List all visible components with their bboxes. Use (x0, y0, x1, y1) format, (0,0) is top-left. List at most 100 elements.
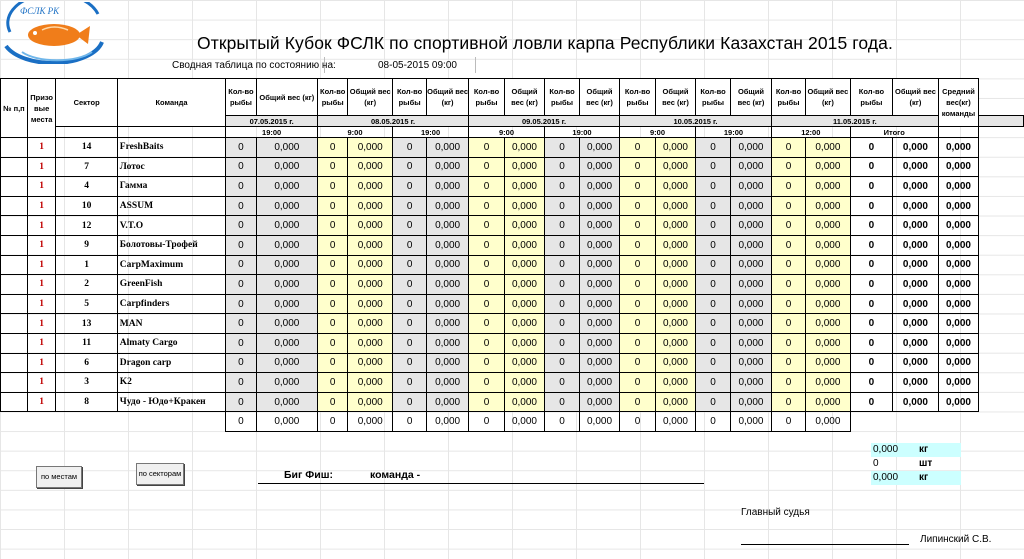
table-row[interactable]: 1 14 FreshBaits 0 0,000 0 0,000 0 0,000 0 0,000 0 0,… (0, 137, 1024, 158)
prize-place: 1 (26, 372, 57, 393)
row-number (0, 293, 28, 315)
table-row[interactable]: 1 1 CarpMaximum 0 0,000 0 0,000 0 0,000 0 0,000 0 0,… (0, 254, 1024, 276)
fish-weight-cell: 0,000 (347, 156, 394, 178)
unit-pieces: шт (919, 458, 933, 469)
fish-count-cell: 0 (392, 156, 428, 178)
average-weight-cell: 0,000 (937, 372, 980, 393)
row-number (0, 137, 28, 158)
fish-weight-cell: 0,000 (426, 137, 470, 158)
prize-place: 1 (26, 176, 57, 197)
sort-by-sectors-button[interactable]: по секторам (136, 463, 184, 485)
fish-weight-cell: 0,000 (579, 391, 621, 413)
status-value-box (324, 57, 476, 73)
table-row[interactable]: 1 3 K2 0 0,000 0 0,000 0 0,000 0 0,000 0 0,000 0 0,000… (0, 372, 1024, 393)
row-number (0, 234, 28, 256)
fish-count-cell: 0 (619, 352, 656, 374)
fish-weight-cell: 0,000 (347, 372, 394, 393)
fish-count-cell: 0 (468, 254, 505, 276)
fish-weight-cell: 0,000 (504, 254, 545, 276)
fish-weight-cell: 0,000 (347, 195, 394, 217)
fish-count-cell: 0 (619, 176, 656, 197)
time-cell: 19:00 (694, 126, 772, 138)
fish-weight-cell: 0,000 (255, 352, 319, 374)
fish-weight-cell: 0,000 (255, 391, 319, 413)
time-blank (116, 126, 227, 138)
team-name: Dragon carp (116, 352, 227, 374)
summary-total-weight: 0,000 (871, 443, 961, 457)
fish-weight-cell: 0,000 (805, 274, 851, 295)
average-weight-cell: 0,000 (937, 293, 980, 315)
fish-count-cell: 0 (225, 332, 257, 354)
sector-number: 12 (55, 215, 118, 236)
fish-weight-cell: 0,000 (805, 254, 851, 276)
time-cell: 19:00 (225, 126, 318, 138)
fish-weight-cell: 0,000 (655, 176, 696, 197)
total-weight-cell: 0,000 (892, 332, 939, 354)
fish-count-cell: 0 (225, 137, 257, 158)
fish-weight-cell: 0,000 (730, 254, 772, 276)
fish-count-cell: 0 (468, 372, 505, 393)
total-weight-cell: 0,000 (892, 176, 939, 197)
fish-count-cell: 0 (392, 372, 428, 393)
prize-place: 1 (26, 215, 57, 236)
fish-weight-cell: 0,000 (579, 274, 621, 295)
table-row[interactable]: 1 4 Гамма 0 0,000 0 0,000 0 0,000 0 0,000 0 0,000 0 0,… (0, 176, 1024, 197)
table-row[interactable]: 1 6 Dragon carp 0 0,000 0 0,000 0 0,000 0 0,000 0 0,… (0, 352, 1024, 374)
row-number (0, 391, 28, 413)
status-datetime: 08-05-2015 09:00 (378, 60, 457, 71)
big-fish-underline (258, 483, 704, 484)
fish-weight-cell: 0,000 (347, 274, 394, 295)
table-row[interactable]: 1 11 Almaty Cargo 0 0,000 0 0,000 0 0,000 0 0,000 0… (0, 332, 1024, 354)
fish-count-cell: 0 (694, 352, 732, 374)
fish-weight-cell: 0,000 (730, 215, 772, 236)
fish-weight-cell: 0,000 (579, 332, 621, 354)
fish-count-cell: 0 (543, 313, 581, 334)
totals-weight-cell: 0,000 (730, 411, 772, 432)
fish-count-cell: 0 (468, 195, 505, 217)
fish-weight-cell: 0,000 (347, 391, 394, 413)
fish-count-cell: 0 (543, 137, 581, 158)
fish-weight-cell: 0,000 (579, 352, 621, 374)
totals-blank (1, 412, 226, 432)
fish-count-cell: 0 (694, 293, 732, 315)
fish-count-cell: 0 (619, 293, 656, 315)
fish-weight-cell: 0,000 (805, 234, 851, 256)
fish-count-cell: 0 (543, 254, 581, 276)
prize-place: 1 (26, 352, 57, 374)
fish-weight-cell: 0,000 (426, 234, 470, 256)
fish-count-cell: 0 (468, 156, 505, 178)
table-row[interactable]: 1 5 Carpfinders 0 0,000 0 0,000 0 0,000 0 0,000 0 0,… (0, 293, 1024, 315)
fish-count-cell: 0 (619, 391, 656, 413)
fish-count-cell: 0 (770, 254, 807, 276)
average-weight-cell: 0,000 (937, 156, 980, 178)
header-weight: Общий вес (кг) (255, 78, 319, 116)
table-row[interactable]: 1 10 ASSUM 0 0,000 0 0,000 0 0,000 0 0,000 0 0,000 0 0… (0, 195, 1024, 217)
totals-weight-cell: 0,000 (805, 411, 851, 432)
fish-weight-cell: 0,000 (805, 293, 851, 315)
fish-count-cell: 0 (770, 176, 807, 197)
total-weight-cell: 0,000 (892, 156, 939, 178)
fish-count-cell: 0 (619, 254, 656, 276)
header-num: № п,п (0, 78, 28, 138)
fish-count-cell: 0 (392, 254, 428, 276)
sort-by-places-button[interactable]: по местам (36, 466, 82, 488)
fish-count-cell: 0 (770, 372, 807, 393)
fish-count-cell: 0 (543, 195, 581, 217)
row-number (0, 372, 28, 393)
fish-count-cell: 0 (468, 274, 505, 295)
fish-count-cell: 0 (543, 156, 581, 178)
team-name: CarpMaximum (116, 254, 227, 276)
table-row[interactable]: 1 2 GreenFish 0 0,000 0 0,000 0 0,000 0 0,000 0 0,00… (0, 274, 1024, 295)
fish-weight-cell: 0,000 (579, 195, 621, 217)
fish-count-cell: 0 (619, 156, 656, 178)
table-row[interactable]: 1 7 Лотос 0 0,000 0 0,000 0 0,000 0 0,000 0 0,000 0 0,… (0, 156, 1024, 178)
table-row[interactable]: 1 8 Чудо - Юдо+Кракен 0 0,000 0 0,000 0 0,000 0 0,… (0, 391, 1024, 413)
fish-weight-cell: 0,000 (655, 332, 696, 354)
time-cell: 19:00 (543, 126, 621, 138)
fish-weight-cell: 0,000 (730, 391, 772, 413)
table-row[interactable]: 1 13 MAN 0 0,000 0 0,000 0 0,000 0 0,000 0 0,000 0 0,0… (0, 313, 1024, 334)
header-weight: Общий вес (кг) (655, 78, 696, 116)
table-row[interactable]: 1 12 V.T.O 0 0,000 0 0,000 0 0,000 0 0,000 0 0,000 0 0… (0, 215, 1024, 236)
fish-weight-cell: 0,000 (579, 234, 621, 256)
table-row[interactable]: 1 9 Болотовы-Трофей 0 0,000 0 0,000 0 0,000 0 0,00… (0, 234, 1024, 256)
